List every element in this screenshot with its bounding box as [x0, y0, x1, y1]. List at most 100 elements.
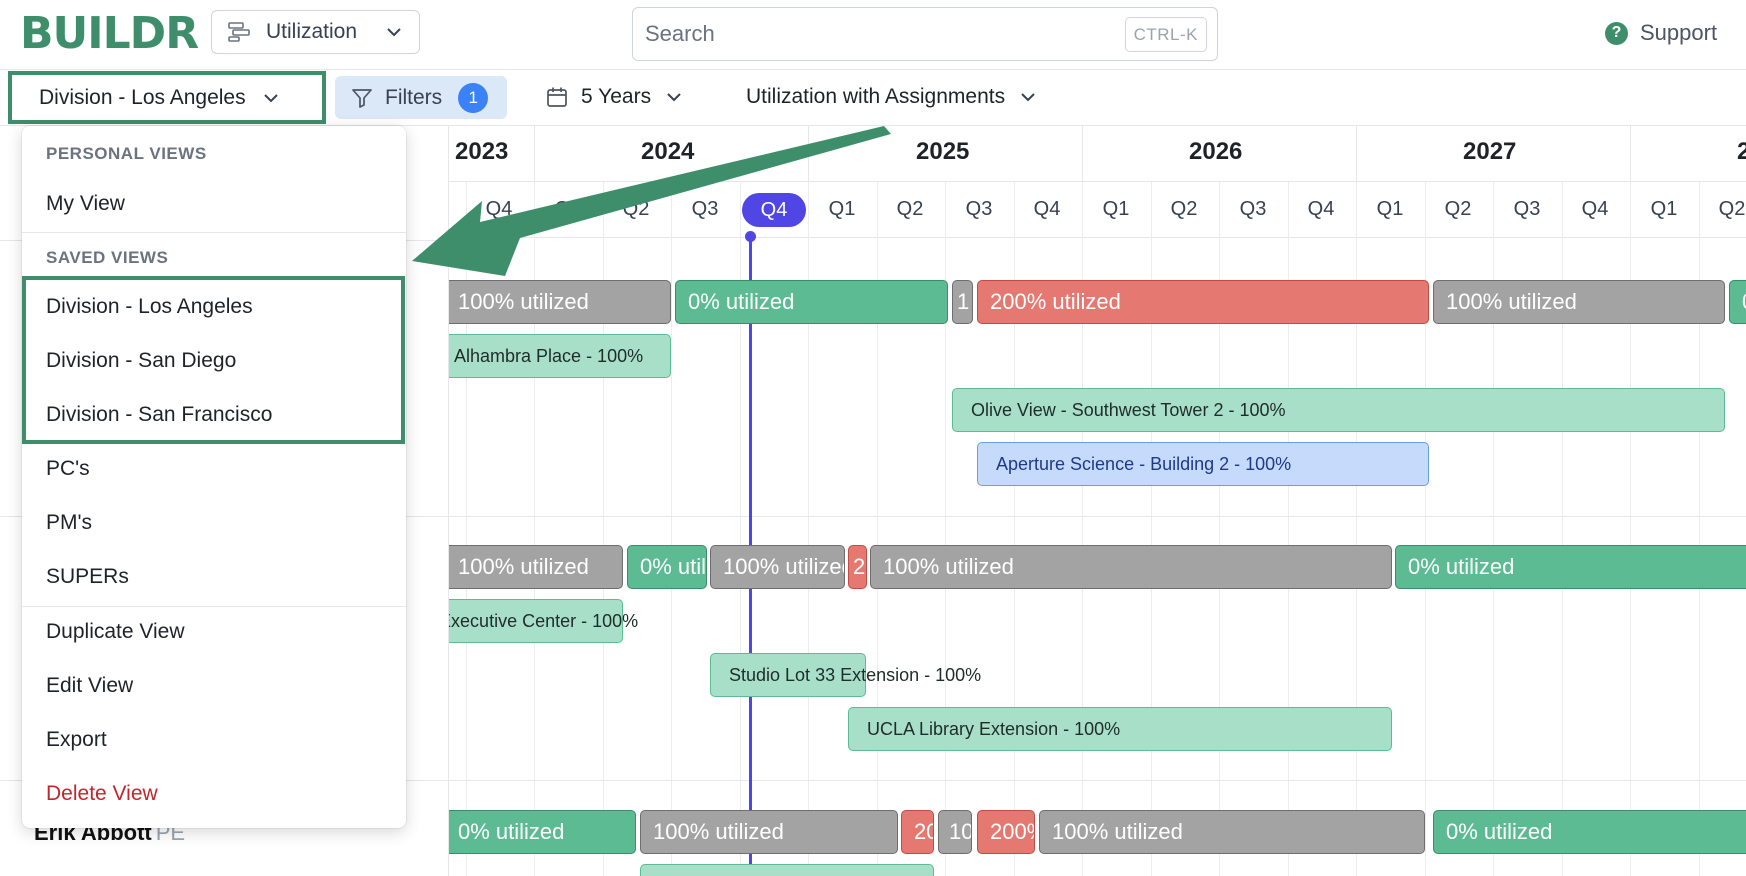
utilization-bar[interactable]: 0: [1729, 280, 1746, 324]
utilization-bar[interactable]: 100% utilized: [449, 280, 671, 324]
utilization-bar[interactable]: 100% utilized: [1039, 810, 1425, 854]
utilization-icon: [228, 22, 252, 42]
project-assignment-bar[interactable]: Acacia Park Executive Center - 100%: [449, 599, 638, 643]
grid-line: [1493, 182, 1494, 876]
display-mode-select[interactable]: Utilization with Assignments: [746, 77, 1037, 117]
quarter-label: Q2: [1170, 198, 1198, 220]
filters-count-badge: 1: [458, 82, 489, 113]
filters-button[interactable]: Filters 1: [335, 76, 507, 119]
menu-divider: [22, 232, 406, 233]
utilization-bar[interactable]: 2: [848, 545, 867, 589]
year-label: 2023: [455, 138, 509, 165]
utilization-bar[interactable]: 1: [952, 280, 973, 324]
quarter-label: Q1: [1376, 198, 1404, 220]
grid-line: [534, 182, 535, 876]
quarter-label: Q2: [622, 198, 650, 220]
project-assignment-bar[interactable]: UCLA Library Extension - 100%: [848, 707, 1392, 751]
today-dot: [745, 231, 756, 242]
menu-item-pms[interactable]: PM's: [46, 511, 93, 534]
utilization-bar[interactable]: 100% utilized: [449, 545, 623, 589]
utilization-bar[interactable]: 20: [901, 810, 934, 854]
grid-line: [1288, 182, 1289, 876]
year-header-row: 2023 2024 2025 2026 2027 2: [449, 126, 1746, 182]
year-divider: [534, 126, 535, 182]
menu-item-my-view[interactable]: My View: [46, 192, 125, 215]
grid-line: [877, 182, 878, 876]
utilization-bar[interactable]: 0% utilized: [627, 545, 707, 589]
chevron-down-icon: [1019, 91, 1037, 103]
quarter-label: Q1: [1102, 198, 1130, 220]
year-label: 2: [1737, 138, 1746, 166]
buildr-logo[interactable]: BUILDR: [20, 8, 199, 59]
search-shortcut-hint: CTRL-K: [1124, 17, 1207, 52]
row-divider: [449, 780, 1746, 781]
search-input[interactable]: [645, 18, 1085, 50]
app-module-label: Utilization: [266, 20, 358, 43]
quarter-label: Q3: [965, 198, 993, 220]
utilization-bar[interactable]: 200%: [977, 810, 1035, 854]
utilization-bar[interactable]: 200% utilized: [977, 280, 1429, 324]
project-assignment-label: Acacia Park Executive Center - 100%: [449, 610, 639, 631]
project-assignment-bar[interactable]: [640, 864, 934, 876]
personal-views-heading: PERSONAL VIEWS: [46, 144, 207, 163]
quarter-label: Q2: [896, 198, 924, 220]
grid-line: [1562, 182, 1563, 876]
utilization-bar[interactable]: 100% utilized: [870, 545, 1392, 589]
menu-item-pcs[interactable]: PC's: [46, 457, 90, 480]
menu-item-duplicate-view[interactable]: Duplicate View: [46, 620, 185, 643]
menu-item-edit-view[interactable]: Edit View: [46, 674, 134, 697]
quarter-label: Q4: [1307, 198, 1335, 220]
filters-label: Filters: [385, 85, 443, 109]
year-divider: [1082, 126, 1083, 182]
utilization-bar[interactable]: 0% utilized: [449, 810, 636, 854]
menu-item-division-los-angeles[interactable]: Division - Los Angeles: [46, 295, 253, 318]
current-quarter-marker: Q4: [742, 193, 806, 227]
quarter-label: Q1: [1650, 198, 1678, 220]
project-assignment-bar[interactable]: Alhambra Place - 100%: [449, 334, 671, 378]
grid-line: [1219, 182, 1220, 876]
grid-line: [1082, 182, 1083, 876]
year-label: 2024: [641, 138, 695, 165]
project-assignment-bar[interactable]: Studio Lot 33 Extension - 100%: [710, 653, 981, 697]
menu-item-division-san-francisco[interactable]: Division - San Francisco: [46, 403, 273, 426]
quarter-label: Q3: [1513, 198, 1541, 220]
menu-item-division-san-diego[interactable]: Division - San Diego: [46, 349, 237, 372]
row-divider: [449, 516, 1746, 517]
project-assignment-bar[interactable]: Aperture Science - Building 2 - 100%: [977, 442, 1429, 486]
utilization-bar[interactable]: 0% utilized: [675, 280, 948, 324]
utilization-bar[interactable]: 100% utilized: [640, 810, 898, 854]
utilization-timeline: 2023 2024 2025 2026 2027 2 Q4 Q1 Q2 Q3 Q…: [448, 126, 1746, 876]
chevron-down-icon: [262, 92, 280, 104]
view-toolbar: Division - Los Angeles Filters 1 5 Years…: [0, 70, 1746, 126]
display-mode-label: Utilization with Assignments: [746, 85, 1006, 108]
menu-item-delete-view[interactable]: Delete View: [46, 782, 158, 805]
search-box[interactable]: CTRL-K: [632, 7, 1218, 61]
quarter-header-row: Q4 Q1 Q2 Q3 Q4 Q1 Q2 Q3 Q4 Q1 Q2 Q3 Q4 Q…: [449, 182, 1746, 238]
grid-line: [1699, 182, 1700, 876]
grid-line: [808, 182, 809, 876]
filter-icon: [351, 88, 373, 108]
calendar-icon: [546, 86, 568, 108]
quarter-label: Q3: [691, 198, 719, 220]
utilization-bar[interactable]: 0% utilized: [1395, 545, 1746, 589]
help-circle-icon: ?: [1605, 21, 1628, 45]
quarter-label: Q1: [828, 198, 856, 220]
support-link[interactable]: ? Support: [1605, 20, 1717, 46]
grid-line: [603, 182, 604, 876]
utilization-bar[interactable]: 10: [938, 810, 972, 854]
utilization-bar[interactable]: 100% utilized: [1433, 280, 1725, 324]
year-divider: [1356, 126, 1357, 182]
app-module-select[interactable]: Utilization: [211, 10, 420, 54]
utilization-bar[interactable]: 100% utilized: [710, 545, 845, 589]
view-selector-button[interactable]: Division - Los Angeles: [8, 71, 326, 124]
grid-line: [1356, 182, 1357, 876]
time-period-select[interactable]: 5 Years: [546, 77, 683, 117]
menu-item-supers[interactable]: SUPERs: [46, 565, 129, 588]
menu-item-export[interactable]: Export: [46, 728, 107, 751]
utilization-bar[interactable]: 0% utilized: [1433, 810, 1746, 854]
views-dropdown-menu: PERSONAL VIEWS My View SAVED VIEWS Divis…: [22, 126, 406, 828]
grid-line: [1630, 182, 1631, 876]
saved-views-heading: SAVED VIEWS: [46, 248, 169, 267]
year-label: 2027: [1463, 138, 1517, 165]
project-assignment-bar[interactable]: Olive View - Southwest Tower 2 - 100%: [952, 388, 1725, 432]
